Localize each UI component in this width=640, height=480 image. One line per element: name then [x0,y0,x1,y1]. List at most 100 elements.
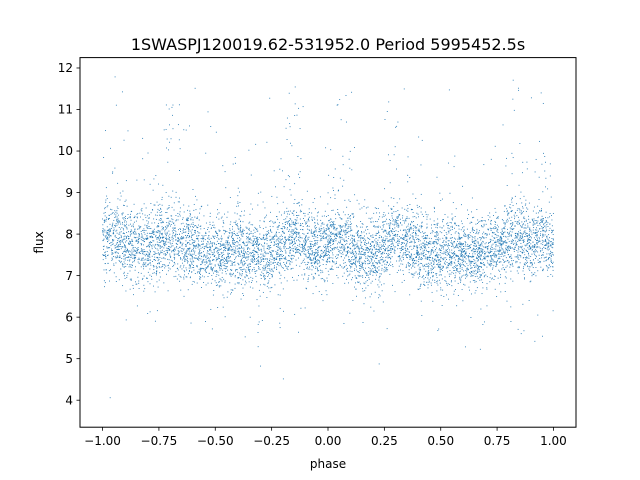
data-point [497,235,499,237]
data-point [419,270,421,272]
data-point [226,242,228,243]
data-point [310,263,312,265]
data-point [273,257,275,259]
data-point [173,232,174,234]
data-point [307,257,309,259]
data-point [370,218,371,220]
data-point [351,91,353,93]
data-point [319,260,320,262]
data-point [107,229,109,231]
data-point [463,234,465,236]
data-point [208,239,210,241]
data-point [342,155,344,157]
data-point [146,260,148,261]
data-point [499,261,501,263]
data-point [143,203,145,205]
data-point [271,250,273,252]
data-point [499,235,501,237]
data-point [224,316,226,318]
data-point [287,239,289,240]
data-point [526,207,528,209]
data-point [453,227,455,229]
data-point [328,251,330,253]
data-point [303,269,305,270]
data-point [138,233,140,235]
data-point [225,250,226,252]
data-point [424,284,425,286]
data-point [476,270,478,272]
data-point [308,257,310,259]
data-point [535,222,537,224]
data-point [217,258,219,260]
data-point [293,210,295,212]
data-point [239,202,241,203]
data-point [463,232,465,234]
data-point [307,225,308,226]
data-point [351,266,353,268]
data-point [178,229,179,231]
data-point [107,254,109,256]
data-point [487,262,489,264]
data-point [350,234,352,236]
data-point [416,250,418,252]
data-point [183,129,185,131]
data-point [134,215,136,217]
data-point [168,239,170,240]
data-point [437,330,439,332]
data-point [374,207,376,209]
data-point [524,204,526,206]
data-point [421,277,423,278]
data-point [174,249,176,251]
data-point [505,165,507,167]
data-point [208,260,209,262]
data-point [296,247,298,249]
data-point [518,89,520,91]
data-point [435,259,437,261]
data-point [388,231,390,233]
data-point [377,208,379,209]
data-point [510,243,512,244]
data-point [482,282,484,283]
data-point [187,217,189,219]
data-point [189,213,191,215]
data-point [283,267,285,269]
data-point [396,202,398,204]
data-point [425,256,427,258]
data-point [531,272,533,274]
data-point [357,281,359,283]
data-point [269,265,271,267]
data-point [285,240,287,241]
data-point [289,123,291,125]
data-point [535,229,536,231]
data-point [517,233,518,235]
data-point [184,231,186,233]
data-point [257,204,259,206]
data-point [266,237,268,239]
data-point [270,239,272,241]
data-point [296,211,297,213]
data-point [471,250,473,252]
data-point [347,232,349,234]
data-point [503,259,505,261]
data-point [352,263,354,265]
data-point [541,335,543,337]
data-point [111,209,113,211]
data-point [311,235,313,237]
data-point [303,245,305,247]
data-point [491,228,493,230]
data-point [426,241,428,243]
data-point [482,272,484,274]
data-point [471,227,473,229]
data-point [328,174,330,176]
data-point [267,253,269,255]
data-point [235,222,236,224]
data-point [479,248,481,250]
data-point [203,276,205,278]
data-point [123,217,125,218]
data-point [351,259,353,261]
data-point [465,251,467,253]
data-point [417,252,419,254]
data-point [140,248,142,250]
data-point [221,280,223,282]
data-point [188,248,190,250]
